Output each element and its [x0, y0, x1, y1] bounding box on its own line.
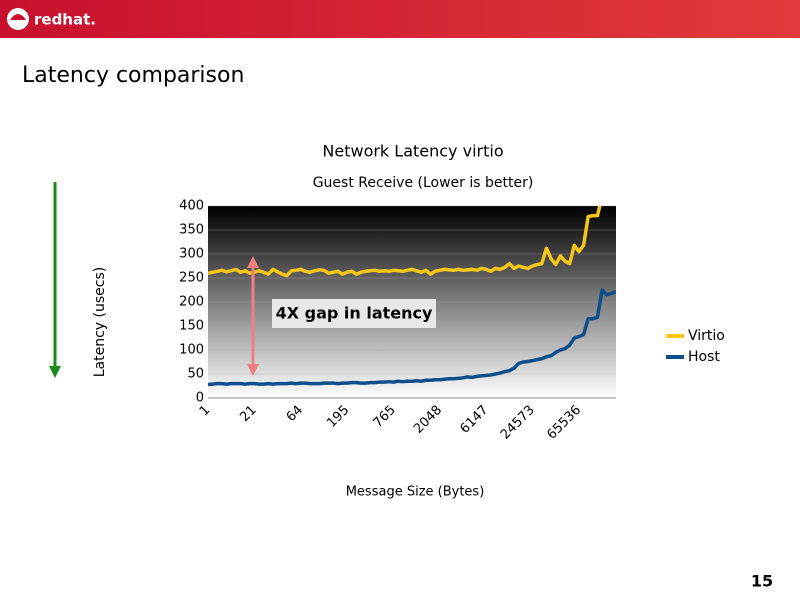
x-tick-label: 765: [371, 403, 399, 431]
x-tick-label: 195: [324, 403, 352, 431]
annotation: 4X gap in latency: [276, 304, 433, 323]
x-tick-label: 21: [237, 403, 259, 425]
page-number: 15: [751, 572, 773, 591]
x-tick-label: 6147: [457, 403, 491, 437]
chart-title: Network Latency virtio: [322, 142, 503, 161]
y-tick-label: 250: [179, 271, 204, 286]
logo-text: redhat.: [34, 11, 96, 29]
x-tick-label: 1: [197, 403, 213, 419]
y-tick-label: 100: [179, 343, 204, 358]
series-group: [208, 206, 616, 387]
x-tick-label: 2048: [411, 403, 445, 437]
y-tick-label: 150: [179, 319, 204, 334]
y-tick-label: 0: [196, 391, 204, 406]
chart-subtitle: Guest Receive (Lower is better): [313, 175, 534, 191]
header-banner: [0, 0, 800, 38]
y-tick-label: 200: [179, 295, 204, 310]
slide-title: Latency comparison: [22, 63, 244, 88]
y-tick-label: 350: [179, 223, 204, 238]
y-tick-label: 400: [179, 199, 204, 214]
x-axis-label: Message Size (Bytes): [346, 485, 485, 500]
y-tick-label: 300: [179, 247, 204, 262]
x-tick-label: 24573: [498, 403, 538, 443]
annotation-box: [272, 299, 436, 328]
series-line: [208, 288, 616, 387]
legend-label: Host: [688, 349, 720, 365]
legend-label: Virtio: [688, 328, 725, 344]
series-line: [208, 206, 602, 278]
x-tick-label: 64: [284, 403, 306, 425]
y-tick-label: 50: [187, 367, 204, 382]
y-axis-label: Latency (usecs): [92, 267, 108, 377]
x-tick-label: 65536: [544, 403, 584, 443]
logo-hat: [10, 14, 26, 20]
